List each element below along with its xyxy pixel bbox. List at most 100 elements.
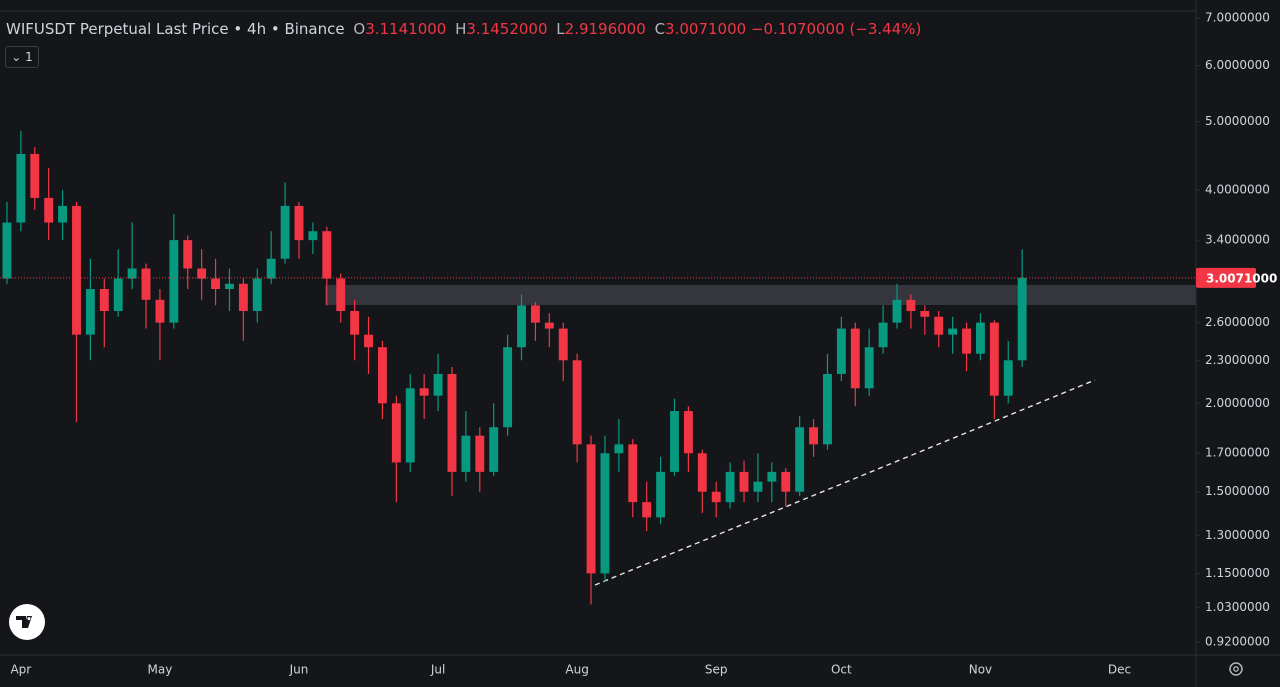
candle-body	[141, 268, 151, 300]
x-tick-label: May	[148, 663, 173, 677]
x-tick-label: Sep	[705, 663, 728, 677]
x-tick-label: Aug	[565, 663, 588, 677]
candle-body	[280, 205, 290, 259]
x-tick-label: Nov	[969, 663, 992, 677]
gear-hub	[1233, 666, 1239, 672]
candle-body	[767, 471, 777, 482]
candle-body	[975, 322, 985, 354]
y-tick-label: 2.3000000	[1205, 353, 1270, 367]
candle-body	[823, 373, 832, 445]
candle-body	[725, 471, 735, 503]
candle-body	[238, 283, 248, 312]
candle-body	[169, 240, 179, 323]
last-price-label: 3.0071000	[1206, 271, 1277, 285]
candle-body	[433, 373, 443, 396]
y-tick-label: 1.3000000	[1205, 528, 1270, 542]
candle-body	[600, 453, 610, 574]
candle-body	[252, 278, 262, 312]
candle-body	[544, 322, 554, 329]
y-tick-label: 5.0000000	[1205, 114, 1270, 128]
y-tick-label: 1.7000000	[1205, 446, 1270, 460]
candle-body	[2, 222, 12, 279]
candle-body	[489, 427, 499, 472]
candle-body	[962, 328, 971, 354]
candle-body	[558, 328, 568, 361]
candle-body	[530, 305, 540, 323]
candle-body	[113, 278, 123, 312]
candle-body	[225, 283, 234, 290]
candle-body	[364, 334, 373, 348]
y-tick-label: 3.4000000	[1205, 233, 1270, 247]
tradingview-logo[interactable]	[9, 604, 45, 640]
candle-body	[920, 311, 930, 317]
candle-body	[711, 491, 721, 503]
candle-body	[183, 240, 193, 269]
candle-body	[127, 268, 137, 279]
candle-body	[322, 231, 332, 279]
x-tick-label: Jun	[289, 663, 309, 677]
indicator-count: 1	[25, 50, 33, 64]
candle-body	[391, 403, 401, 463]
candle-body	[628, 444, 638, 503]
gear-ring	[1229, 662, 1243, 676]
candle-body	[683, 411, 693, 454]
ohlc-value: 3.0071000	[665, 20, 747, 38]
legend-header: WIFUSDT Perpetual Last Price • 4h • Bina…	[6, 20, 921, 38]
candle-body	[739, 471, 749, 492]
candle-body	[475, 435, 485, 472]
candle-body	[197, 268, 207, 279]
candle-body	[517, 305, 526, 348]
candle-body	[266, 258, 276, 279]
x-tick-label: Dec	[1108, 663, 1131, 677]
candle-body	[753, 481, 763, 492]
ohlc-value: 3.1452000	[466, 20, 548, 38]
candle-body	[1003, 360, 1013, 396]
candle-body	[795, 427, 805, 492]
candles	[2, 130, 1027, 605]
candle-body	[72, 205, 81, 335]
candle-body	[99, 289, 109, 312]
candle-body	[878, 322, 888, 348]
resistance-zone	[325, 285, 1196, 305]
candle-body	[850, 328, 860, 389]
candle-body	[405, 388, 415, 463]
candle-body	[572, 360, 582, 445]
candle-body	[906, 299, 916, 312]
candle-body	[308, 231, 318, 241]
candle-body	[58, 205, 68, 223]
collapse-button[interactable]: ⌄ 1	[5, 46, 39, 68]
ohlc-value: 3.1141000	[365, 20, 447, 38]
candle-body	[781, 471, 791, 492]
y-tick-label: 7.0000000	[1205, 11, 1270, 25]
ohlc-key: O	[353, 20, 366, 38]
x-tick-label: Apr	[10, 663, 31, 677]
x-tick-label: Jul	[430, 663, 445, 677]
candle-body	[461, 435, 471, 472]
candle-body	[934, 316, 944, 335]
candle-body	[642, 502, 652, 518]
candle-body	[85, 289, 95, 335]
candle-body	[419, 388, 429, 396]
ohlc-key: H	[455, 20, 467, 38]
candle-body	[892, 299, 902, 323]
y-tick-label: 1.0300000	[1205, 600, 1270, 614]
last-price-tag	[1196, 267, 1256, 288]
trend-line	[594, 379, 1096, 586]
candle-body	[836, 328, 846, 374]
candle-body	[809, 427, 819, 445]
y-tick-label: 2.0000000	[1205, 396, 1270, 410]
candle-body	[336, 278, 346, 312]
candle-body	[656, 471, 666, 518]
candle-body	[697, 453, 707, 492]
candle-body	[377, 347, 387, 404]
y-tick-label: 4.0000000	[1205, 183, 1270, 197]
candle-body	[155, 299, 165, 323]
candle-body	[30, 153, 40, 198]
settings-button[interactable]	[1229, 662, 1243, 676]
logo-mark	[16, 616, 32, 628]
candle-body	[864, 347, 874, 389]
candle-body	[948, 328, 958, 335]
y-tick-label: 1.5000000	[1205, 484, 1270, 498]
